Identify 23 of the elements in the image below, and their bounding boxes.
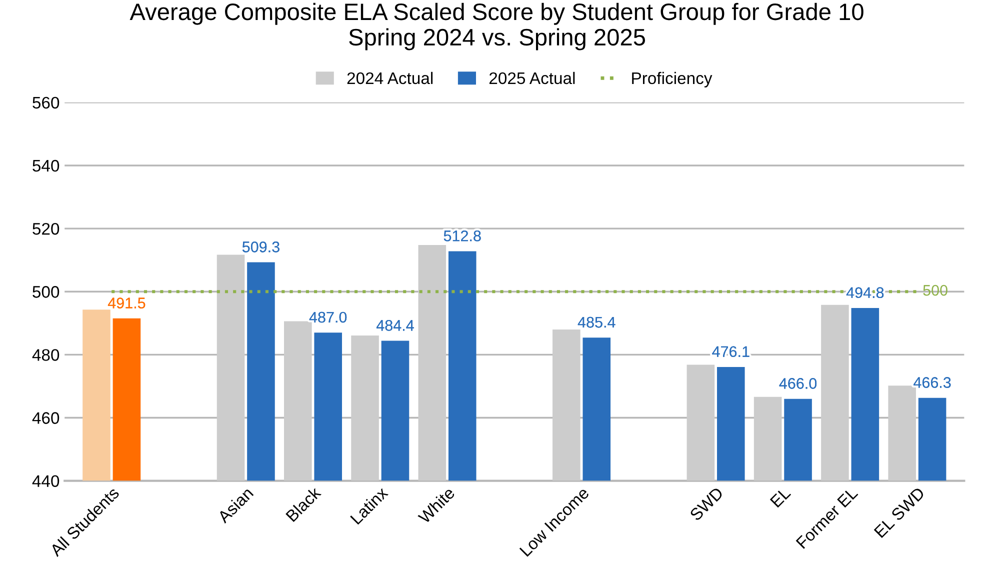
- data-label: 466.3: [914, 377, 951, 388]
- y-tick-label: 440: [32, 475, 60, 488]
- y-tick-label: 560: [32, 96, 60, 109]
- y-tick-label: 500: [32, 286, 60, 298]
- x-tick-label: EL: [770, 486, 792, 508]
- legend-label: Proficiency: [632, 72, 712, 88]
- y-tick-label: 540: [32, 160, 60, 172]
- y-tick-label: 480: [32, 349, 60, 361]
- data-label: 512.8: [444, 230, 481, 242]
- y-tick-label: 460: [32, 412, 60, 424]
- legend-label: 2025 Actual: [489, 72, 575, 84]
- data-label: 500: [923, 284, 948, 296]
- data-label: 466.0: [779, 378, 817, 389]
- chart-title: Average Composite ELA Scaled Score by Student Group for Grade 10 Spring 2024 vs. Spring 2025: [130, 2, 864, 50]
- data-label: 487.0: [309, 312, 347, 323]
- data-label: 476.1: [712, 346, 750, 358]
- data-label: 484.4: [376, 320, 414, 331]
- data-label: 491.5: [108, 298, 146, 308]
- data-label: 494.8: [846, 287, 884, 298]
- legend-label: 2024 Actual: [347, 72, 433, 84]
- data-label: 485.4: [578, 316, 616, 328]
- y-tick-label: 520: [32, 222, 60, 235]
- data-label: 509.3: [242, 242, 280, 252]
